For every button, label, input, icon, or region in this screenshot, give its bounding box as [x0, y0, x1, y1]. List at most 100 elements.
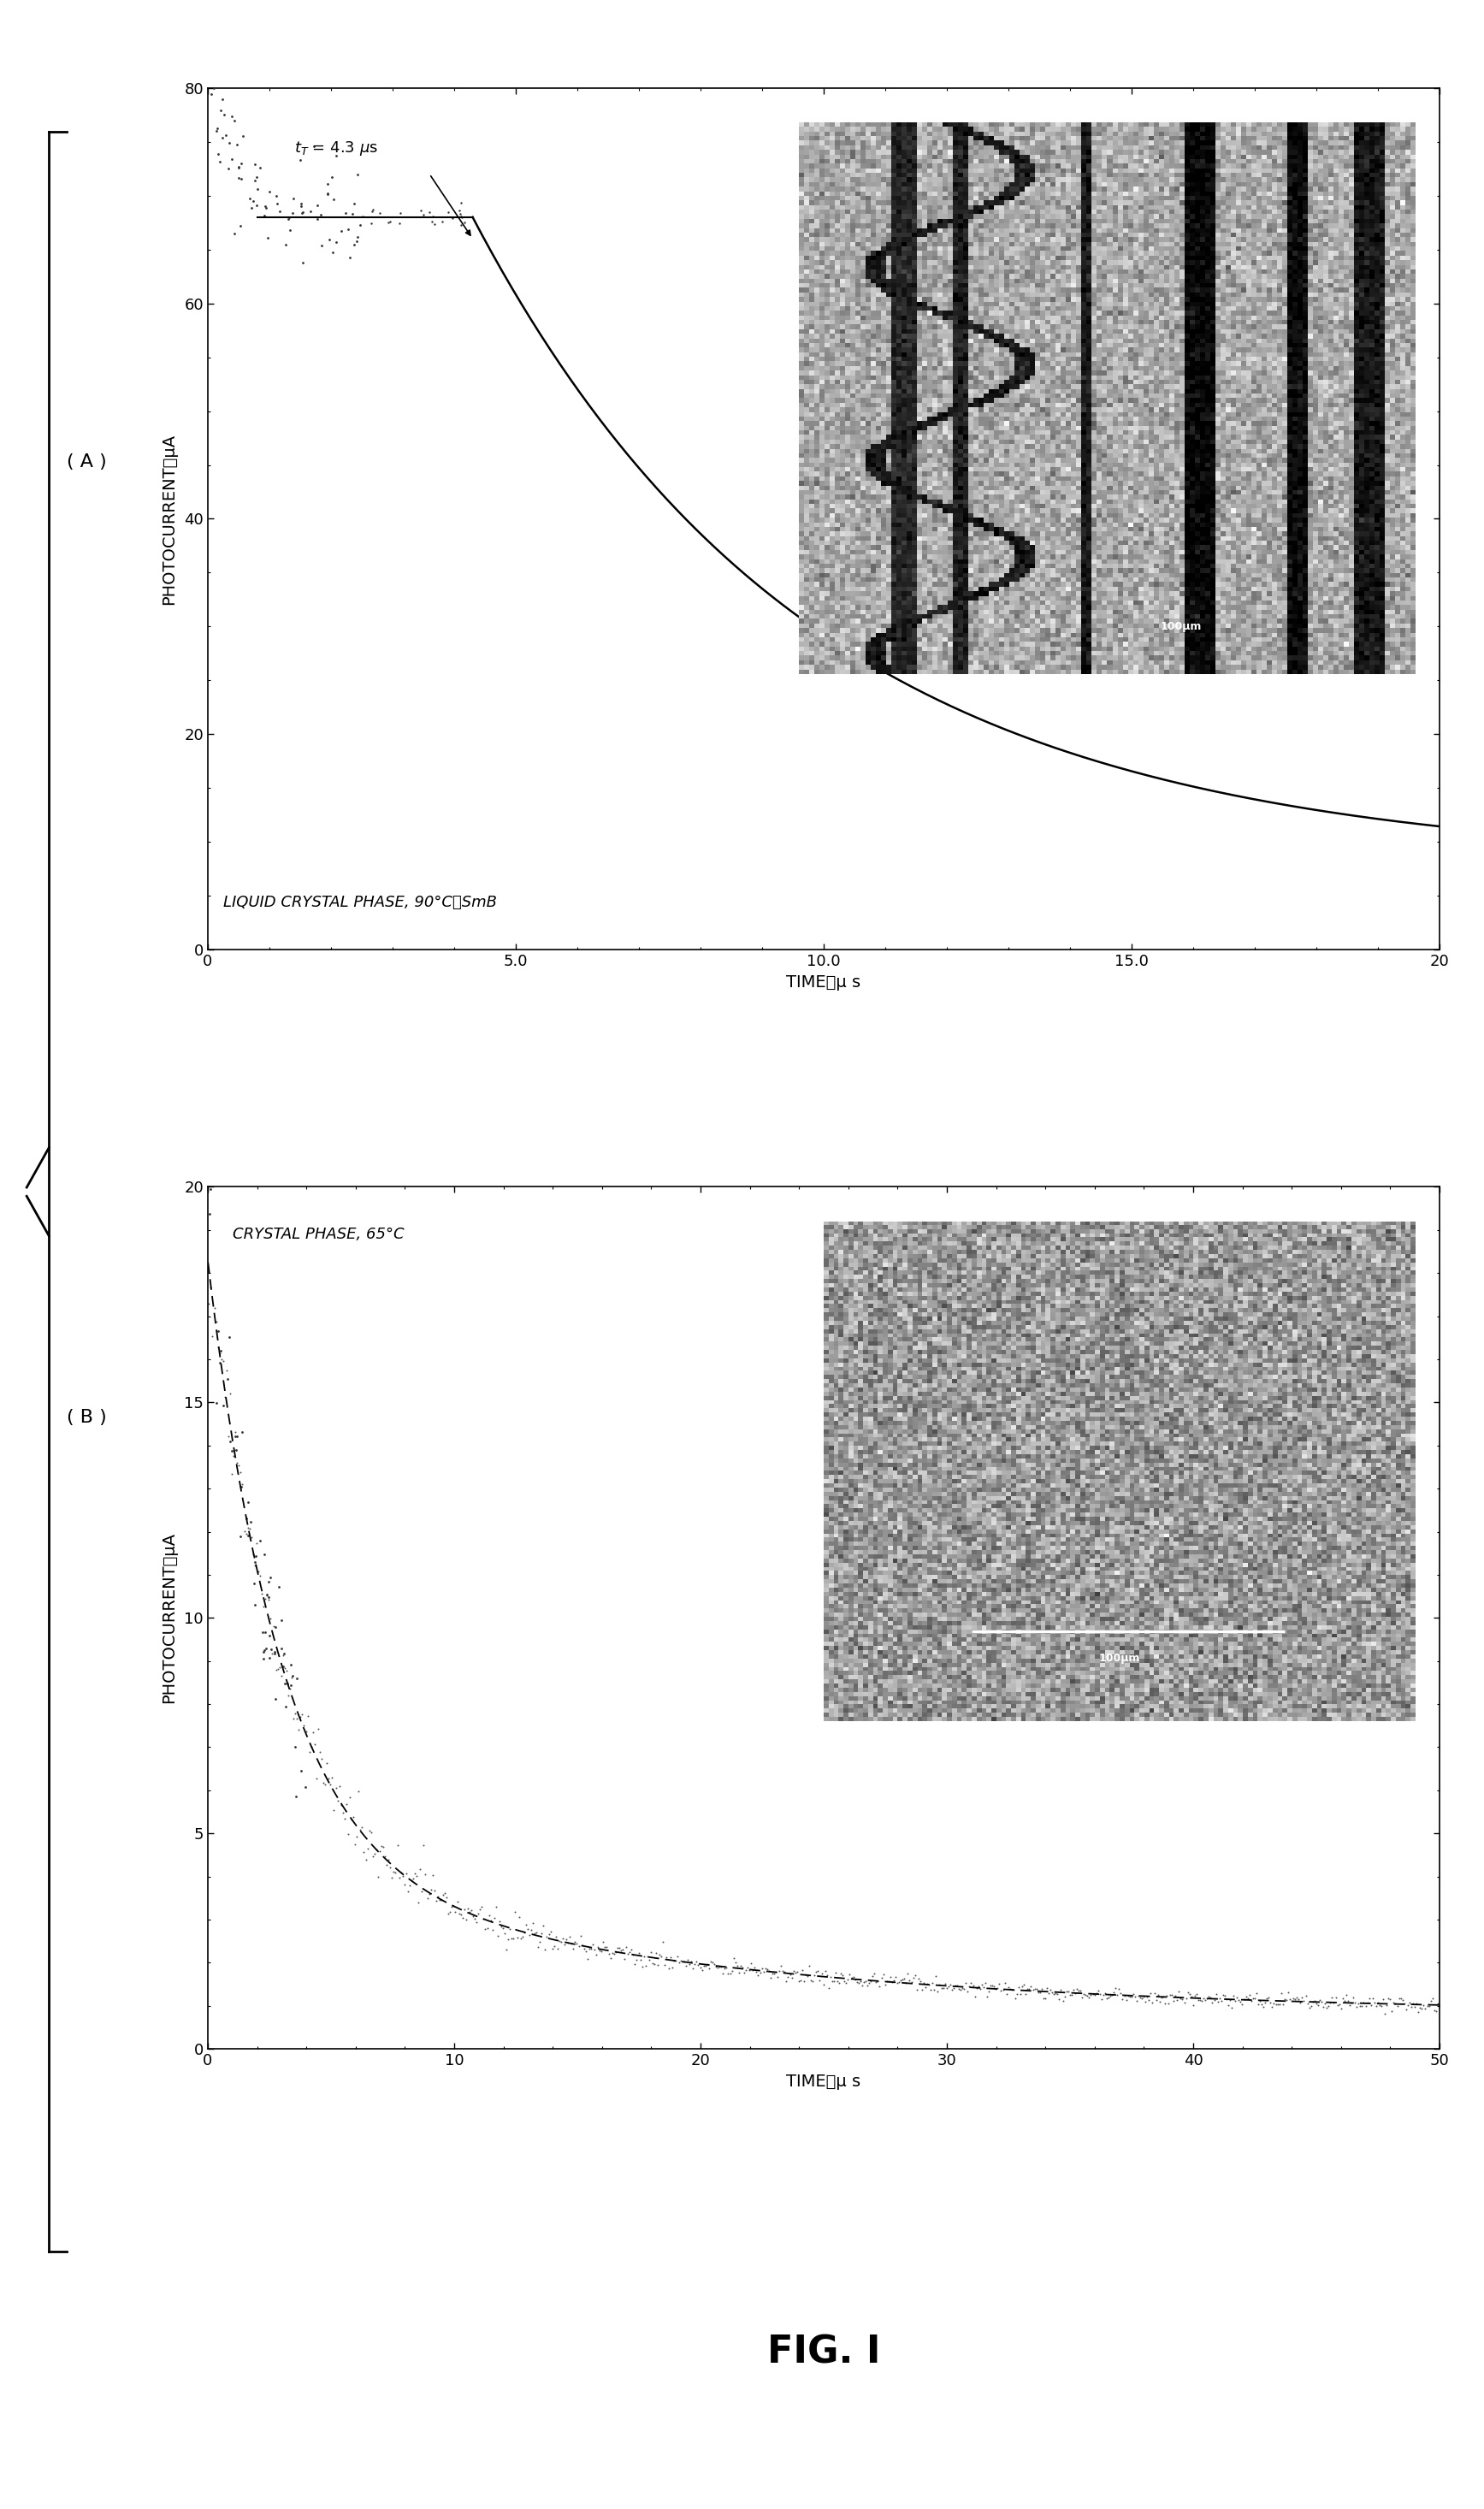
Point [448, 193, 472, 233]
Point [853, 1962, 877, 2002]
Point [1033, 1977, 1057, 2017]
Point [632, 1937, 656, 1977]
Point [470, 1887, 494, 1927]
Point [620, 1929, 644, 1970]
Point [254, 186, 278, 226]
Point [301, 1711, 325, 1751]
Point [1230, 1985, 1254, 2025]
Point [649, 1934, 672, 1975]
Point [472, 1899, 496, 1939]
Point [358, 1811, 381, 1852]
Point [1141, 1982, 1165, 2022]
Point [234, 1498, 258, 1538]
Point [895, 1962, 919, 2002]
Point [757, 1952, 781, 1992]
Point [864, 1962, 887, 2002]
Point [858, 1962, 881, 2002]
Point [1221, 1977, 1245, 2017]
Point [564, 1922, 588, 1962]
Point [1334, 1975, 1358, 2015]
Point [224, 123, 248, 163]
Point [285, 1699, 309, 1739]
Point [1119, 1977, 1143, 2017]
Point [1362, 1982, 1386, 2022]
Point [579, 1929, 603, 1970]
Point [524, 1912, 548, 1952]
Point [214, 1377, 237, 1418]
Point [611, 1929, 635, 1970]
Point [917, 1965, 941, 2005]
Point [1014, 1975, 1037, 2015]
Point [779, 1957, 803, 1997]
Point [280, 1656, 304, 1696]
Point [233, 1510, 257, 1551]
Point [1068, 1970, 1092, 2010]
Point [703, 1947, 727, 1987]
Point [631, 1947, 654, 1987]
Point [745, 1952, 769, 1992]
Point [815, 1955, 838, 1995]
Point [1183, 1977, 1206, 2017]
Point [1250, 1985, 1273, 2025]
Point [1011, 1967, 1034, 2007]
Point [715, 1947, 739, 1987]
Point [372, 1837, 396, 1877]
Point [410, 1872, 433, 1912]
Point [1184, 1975, 1208, 2015]
Point [1419, 1980, 1442, 2020]
Point [1238, 1975, 1261, 2015]
Point [485, 1914, 509, 1955]
Point [1202, 1980, 1226, 2020]
Point [218, 1423, 242, 1463]
Point [1422, 1990, 1445, 2030]
Point [852, 1962, 876, 2002]
Point [1134, 1982, 1158, 2022]
Point [604, 1932, 628, 1972]
Point [1324, 1977, 1347, 2017]
Point [430, 201, 454, 241]
Point [266, 1648, 289, 1689]
Point [254, 1613, 278, 1653]
Point [329, 211, 353, 251]
Point [635, 1937, 659, 1977]
Point [252, 1586, 276, 1626]
Point [936, 1967, 960, 2007]
Point [447, 1894, 470, 1934]
Point [260, 1628, 283, 1668]
Point [678, 1944, 702, 1985]
Point [1297, 1987, 1321, 2027]
Point [859, 1962, 883, 2002]
Point [1067, 1970, 1091, 2010]
Point [1327, 1985, 1350, 2025]
Point [252, 1631, 276, 1671]
Point [548, 1922, 571, 1962]
Point [309, 1731, 332, 1771]
Point [1336, 1982, 1359, 2022]
Point [344, 1817, 368, 1857]
Point [896, 1952, 920, 1992]
Point [418, 1869, 442, 1909]
Point [784, 1952, 807, 1992]
Point [503, 1892, 527, 1932]
Point [243, 1536, 267, 1576]
Point [1408, 1987, 1432, 2027]
Point [999, 1970, 1022, 2010]
Point [321, 158, 344, 198]
Point [962, 1965, 985, 2005]
Point [592, 1922, 616, 1962]
Point [791, 1949, 815, 1990]
Point [754, 1949, 778, 1990]
Point [215, 1360, 239, 1400]
Point [665, 1937, 689, 1977]
Point [248, 1556, 272, 1596]
Point [1293, 1982, 1316, 2022]
Point [356, 1829, 380, 1869]
Point [324, 1769, 347, 1809]
Point [226, 1443, 249, 1483]
Point [1383, 1985, 1407, 2025]
Point [288, 141, 312, 181]
Point [669, 1939, 693, 1980]
Point [597, 1934, 620, 1975]
Point [1192, 1977, 1215, 2017]
Point [453, 1889, 476, 1929]
